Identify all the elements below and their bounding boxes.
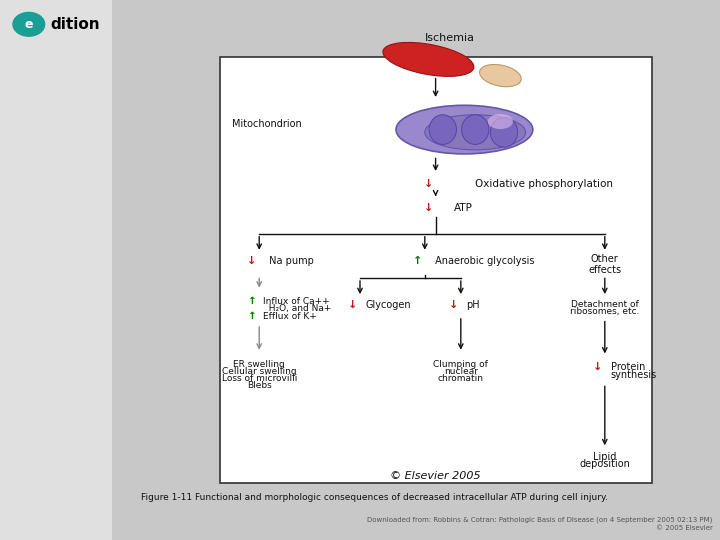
Text: Glycogen: Glycogen xyxy=(366,300,411,310)
Text: H₂O, and Na+: H₂O, and Na+ xyxy=(263,305,331,313)
Text: Anaerobic glycolysis: Anaerobic glycolysis xyxy=(432,256,534,266)
Text: Protein: Protein xyxy=(611,362,645,372)
Text: ↓: ↓ xyxy=(593,362,603,372)
Text: ribosomes, etc.: ribosomes, etc. xyxy=(570,307,639,316)
Text: Blebs: Blebs xyxy=(247,381,271,390)
Text: ↑: ↑ xyxy=(413,256,423,266)
Text: ↓: ↓ xyxy=(423,203,433,213)
Text: Other: Other xyxy=(591,254,618,264)
Ellipse shape xyxy=(480,64,521,87)
Text: deposition: deposition xyxy=(580,460,630,469)
Ellipse shape xyxy=(490,117,518,147)
Text: Oxidative phosphorylation: Oxidative phosphorylation xyxy=(475,179,613,188)
Text: Figure 1-11 Functional and morphologic consequences of decreased intracellular A: Figure 1-11 Functional and morphologic c… xyxy=(141,494,608,502)
Text: Downloaded from: Robbins & Cotran: Pathologic Basis of Disease (on 4 September 2: Downloaded from: Robbins & Cotran: Patho… xyxy=(367,516,713,531)
Ellipse shape xyxy=(383,43,474,76)
Text: Mitochondrion: Mitochondrion xyxy=(232,119,301,129)
Text: © Elsevier 2005: © Elsevier 2005 xyxy=(390,471,481,481)
Text: ↓: ↓ xyxy=(423,179,433,188)
FancyBboxPatch shape xyxy=(220,57,652,483)
Ellipse shape xyxy=(425,115,526,150)
Text: ↓: ↓ xyxy=(449,300,459,310)
Text: Ischemia: Ischemia xyxy=(425,33,475,43)
Text: Efflux of K+: Efflux of K+ xyxy=(263,312,317,321)
Text: effects: effects xyxy=(588,265,621,275)
Text: ER swelling: ER swelling xyxy=(233,360,285,369)
Text: Clumping of: Clumping of xyxy=(433,360,488,369)
Text: Detachment of: Detachment of xyxy=(571,300,639,308)
Text: synthesis: synthesis xyxy=(611,370,657,380)
FancyBboxPatch shape xyxy=(0,0,112,540)
Text: Influx of Ca++: Influx of Ca++ xyxy=(263,297,330,306)
Ellipse shape xyxy=(462,115,489,145)
Text: e: e xyxy=(24,18,33,31)
Text: pH: pH xyxy=(467,300,480,310)
Ellipse shape xyxy=(396,105,533,154)
Text: ↓: ↓ xyxy=(348,300,358,310)
Text: ↓: ↓ xyxy=(247,256,257,266)
Ellipse shape xyxy=(488,114,513,129)
Text: Loss of microvilli: Loss of microvilli xyxy=(222,374,297,383)
Text: Cellular swelling: Cellular swelling xyxy=(222,367,297,376)
Circle shape xyxy=(13,12,45,36)
Text: nuclear: nuclear xyxy=(444,367,478,376)
Text: Na pump: Na pump xyxy=(266,256,314,266)
Text: Lipid: Lipid xyxy=(593,452,616,462)
Text: ↑: ↑ xyxy=(248,312,256,321)
Text: ↑: ↑ xyxy=(248,296,256,306)
Text: ATP: ATP xyxy=(454,203,472,213)
Text: chromatin: chromatin xyxy=(438,374,484,383)
Ellipse shape xyxy=(429,115,456,145)
Text: dition: dition xyxy=(50,17,100,32)
